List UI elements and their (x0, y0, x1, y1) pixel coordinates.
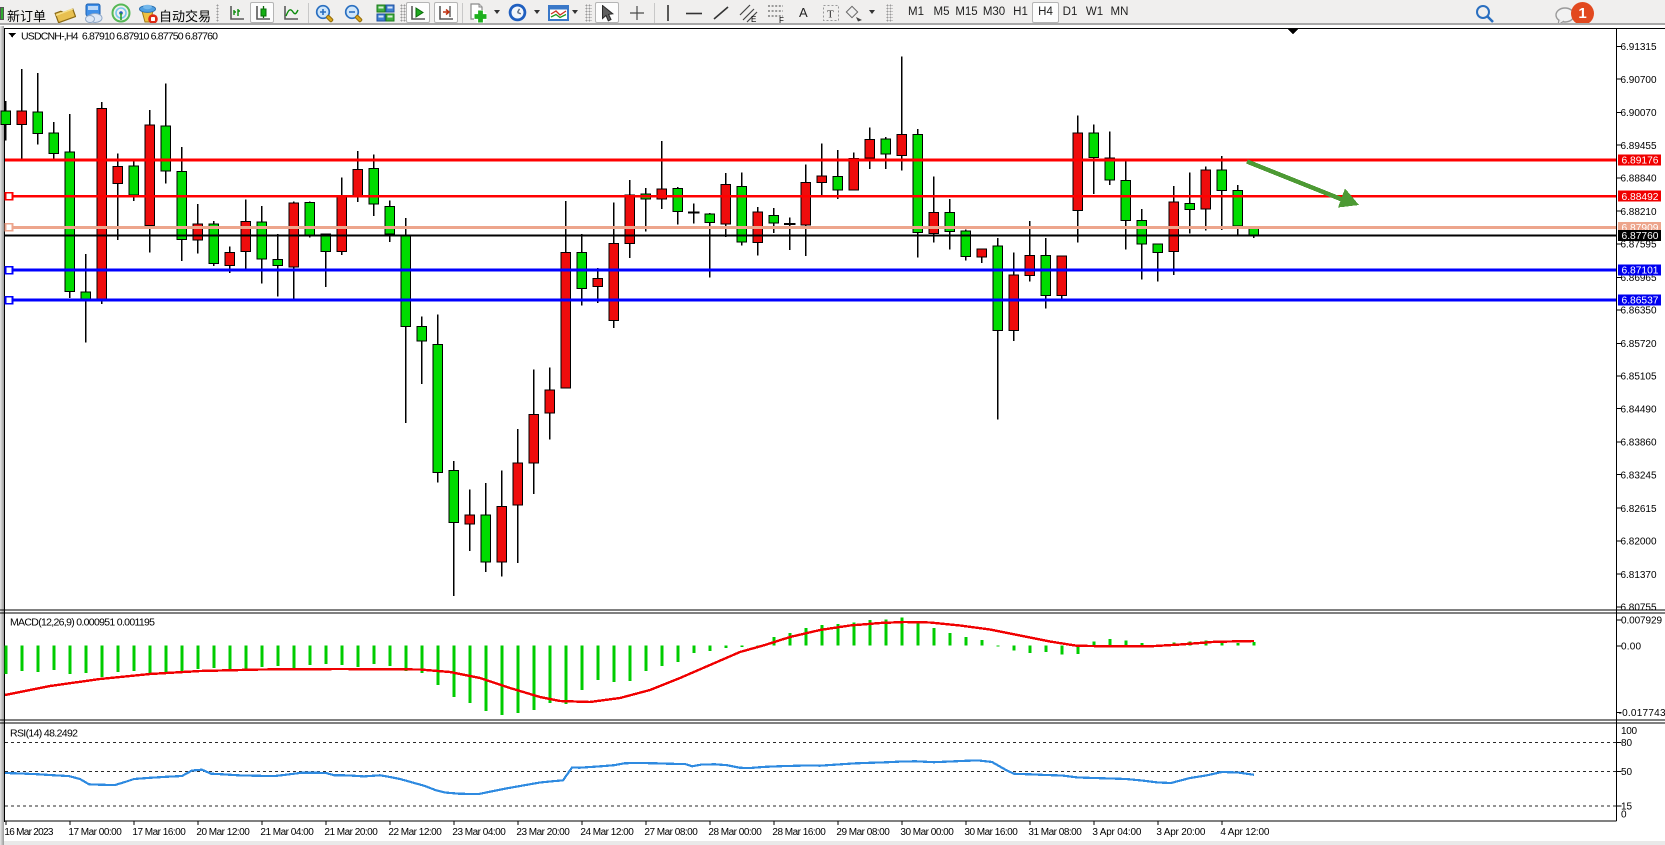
svg-text:31 Mar 08:00: 31 Mar 08:00 (1028, 827, 1082, 838)
svg-text:6.90070: 6.90070 (1621, 108, 1657, 119)
svg-text:E: E (751, 15, 756, 24)
svg-text:3 Apr 04:00: 3 Apr 04:00 (1092, 827, 1141, 838)
svg-text:6.84490: 6.84490 (1621, 404, 1657, 415)
svg-text:4 Apr 12:00: 4 Apr 12:00 (1220, 827, 1269, 838)
svg-text:6.86965: 6.86965 (1621, 273, 1657, 284)
svg-text:MACD(12,26,9) 0.000951 0.00119: MACD(12,26,9) 0.000951 0.001195 (10, 617, 155, 629)
svg-text:6.88210: 6.88210 (1621, 207, 1657, 218)
svg-text:-0.017743: -0.017743 (1619, 708, 1665, 719)
svg-text:6.89176: 6.89176 (1622, 156, 1659, 167)
svg-text:RSI(14) 48.2492: RSI(14) 48.2492 (10, 728, 78, 740)
svg-text:6.85105: 6.85105 (1621, 372, 1657, 383)
svg-text:6.87909: 6.87909 (1622, 223, 1659, 234)
svg-text:0.00: 0.00 (1621, 642, 1641, 653)
svg-text:23 Mar 04:00: 23 Mar 04:00 (452, 827, 506, 838)
svg-text:6.81370: 6.81370 (1621, 570, 1657, 581)
svg-text:6.91315: 6.91315 (1621, 42, 1657, 53)
svg-text:100: 100 (1621, 726, 1637, 737)
svg-text:3 Apr 20:00: 3 Apr 20:00 (1156, 827, 1205, 838)
svg-text:USDCNH-,H4 6.87910 6.87910 6.: USDCNH-,H4 6.87910 6.87910 6.87750 6.877… (21, 31, 218, 43)
svg-text:16 Mar 2023: 16 Mar 2023 (4, 827, 53, 838)
svg-text:17 Mar 00:00: 17 Mar 00:00 (68, 827, 122, 838)
svg-text:6.90700: 6.90700 (1621, 75, 1657, 86)
svg-text:17 Mar 16:00: 17 Mar 16:00 (132, 827, 186, 838)
svg-text:27 Mar 08:00: 27 Mar 08:00 (644, 827, 698, 838)
svg-text:6.89455: 6.89455 (1621, 141, 1657, 152)
svg-text:30 Mar 00:00: 30 Mar 00:00 (900, 827, 954, 838)
svg-text:6.80755: 6.80755 (1621, 603, 1657, 614)
svg-text:6.83860: 6.83860 (1621, 438, 1657, 449)
svg-text:23 Mar 20:00: 23 Mar 20:00 (516, 827, 570, 838)
svg-text:6.87101: 6.87101 (1622, 266, 1659, 277)
svg-text:21 Mar 20:00: 21 Mar 20:00 (324, 827, 378, 838)
svg-text:6.87595: 6.87595 (1621, 240, 1657, 251)
svg-text:28 Mar 16:00: 28 Mar 16:00 (772, 827, 826, 838)
svg-text:F: F (779, 16, 784, 24)
svg-text:22 Mar 12:00: 22 Mar 12:00 (388, 827, 442, 838)
svg-text:0: 0 (1621, 810, 1627, 821)
svg-text:15: 15 (1621, 802, 1632, 813)
svg-text:28 Mar 00:00: 28 Mar 00:00 (708, 827, 762, 838)
svg-text:0.007929: 0.007929 (1621, 616, 1662, 627)
svg-text:6.82615: 6.82615 (1621, 504, 1657, 515)
svg-text:50: 50 (1621, 767, 1632, 778)
svg-text:6.87760: 6.87760 (1622, 231, 1659, 242)
svg-text:6.88840: 6.88840 (1621, 174, 1657, 185)
svg-text:30 Mar 16:00: 30 Mar 16:00 (964, 827, 1018, 838)
svg-text:24 Mar 12:00: 24 Mar 12:00 (580, 827, 634, 838)
svg-text:20 Mar 12:00: 20 Mar 12:00 (196, 827, 250, 838)
svg-text:6.88492: 6.88492 (1622, 192, 1659, 203)
svg-text:6.83245: 6.83245 (1621, 470, 1657, 481)
svg-text:6.82000: 6.82000 (1621, 537, 1657, 548)
svg-text:T: T (827, 9, 834, 21)
svg-text:6.86350: 6.86350 (1621, 306, 1657, 317)
svg-text:80: 80 (1621, 738, 1632, 749)
svg-text:29 Mar 08:00: 29 Mar 08:00 (836, 827, 890, 838)
svg-text:6.85720: 6.85720 (1621, 339, 1657, 350)
svg-text:21 Mar 04:00: 21 Mar 04:00 (260, 827, 314, 838)
svg-text:6.86537: 6.86537 (1622, 296, 1659, 307)
